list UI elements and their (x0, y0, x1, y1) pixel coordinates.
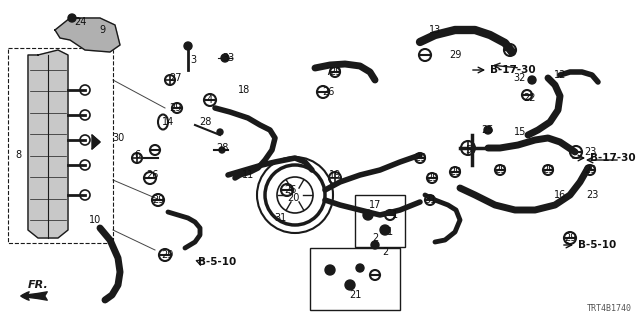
Circle shape (184, 42, 192, 50)
Text: 26: 26 (322, 87, 334, 97)
Text: TRT4B1740: TRT4B1740 (587, 304, 632, 313)
Text: 29: 29 (152, 195, 164, 205)
Text: 2: 2 (372, 233, 378, 243)
Text: 13: 13 (429, 25, 441, 35)
Text: 29: 29 (449, 50, 461, 60)
Text: 29: 29 (426, 173, 438, 183)
Text: 31: 31 (274, 213, 286, 223)
Text: B-5-10: B-5-10 (578, 240, 616, 250)
Text: 29: 29 (449, 167, 461, 177)
Text: 33: 33 (222, 53, 234, 63)
Text: 3: 3 (190, 55, 196, 65)
Text: 21: 21 (349, 290, 361, 300)
Circle shape (380, 225, 390, 235)
Text: B-5-10: B-5-10 (198, 257, 236, 267)
Text: B-17-30: B-17-30 (490, 65, 536, 75)
Text: 28: 28 (216, 143, 228, 153)
Text: 31: 31 (424, 195, 436, 205)
Text: 15: 15 (514, 127, 526, 137)
Text: 29: 29 (414, 153, 426, 163)
Text: 17: 17 (369, 200, 381, 210)
Circle shape (68, 14, 76, 22)
Text: 5: 5 (465, 145, 471, 155)
Bar (310, 248, 400, 310)
Text: 23: 23 (584, 147, 596, 157)
Text: 1: 1 (392, 210, 398, 220)
Text: 7: 7 (325, 67, 331, 77)
Text: 26: 26 (146, 170, 158, 180)
Circle shape (325, 265, 335, 275)
Text: 14: 14 (162, 117, 174, 127)
Circle shape (345, 280, 355, 290)
Circle shape (356, 264, 364, 272)
Text: 1: 1 (387, 227, 393, 237)
Text: 2: 2 (382, 247, 388, 257)
Circle shape (217, 129, 223, 135)
Text: 29: 29 (584, 165, 596, 175)
Polygon shape (55, 18, 120, 52)
Text: 4: 4 (207, 95, 213, 105)
Text: 23: 23 (586, 190, 598, 200)
Text: 28: 28 (199, 117, 211, 127)
Text: 24: 24 (74, 17, 86, 27)
Text: 27: 27 (169, 73, 181, 83)
Text: 30: 30 (112, 133, 124, 143)
Circle shape (484, 126, 492, 134)
Text: 10: 10 (89, 215, 101, 225)
Text: 9: 9 (99, 25, 105, 35)
Text: 20: 20 (287, 193, 299, 203)
Text: 12: 12 (554, 70, 566, 80)
Circle shape (528, 76, 536, 84)
Text: 25: 25 (481, 125, 493, 135)
Bar (355, 195, 405, 247)
Polygon shape (28, 50, 68, 238)
Circle shape (221, 54, 229, 62)
Text: 19: 19 (329, 170, 341, 180)
Bar (8, 48, 113, 243)
Text: 29: 29 (564, 233, 576, 243)
Text: 6: 6 (134, 150, 140, 160)
Text: 8: 8 (15, 150, 21, 160)
Text: 16: 16 (554, 190, 566, 200)
Text: FR.: FR. (28, 280, 49, 290)
Text: 29: 29 (542, 165, 554, 175)
Circle shape (371, 241, 379, 249)
Text: 32: 32 (514, 73, 526, 83)
Text: 18: 18 (238, 85, 250, 95)
Text: 26: 26 (284, 185, 296, 195)
Circle shape (363, 210, 373, 220)
Text: 29: 29 (169, 103, 181, 113)
Circle shape (219, 147, 225, 153)
Text: 29: 29 (329, 67, 341, 77)
Text: B-17-30: B-17-30 (590, 153, 636, 163)
Polygon shape (92, 135, 100, 149)
Text: 29: 29 (494, 165, 506, 175)
Text: 29: 29 (161, 250, 173, 260)
Text: 11: 11 (242, 170, 254, 180)
Text: 22: 22 (524, 93, 536, 103)
